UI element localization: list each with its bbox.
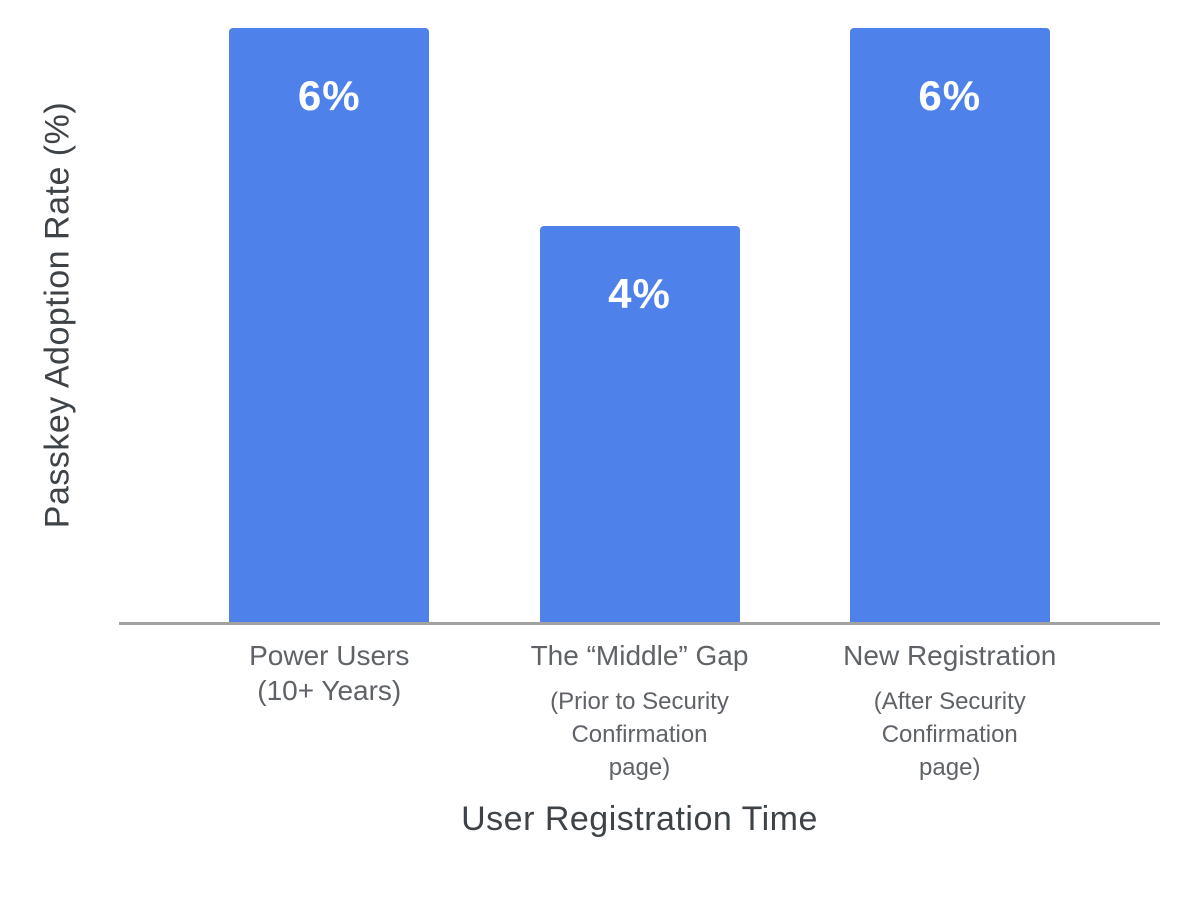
x-tick-2: New Registration (After Security Confirma… <box>843 638 1056 784</box>
x-tick-label: Power Users <box>249 640 410 671</box>
x-tick-labels: Power Users (10+ Years) The “Middle” Gap (P… <box>119 638 1160 784</box>
x-tick-label: The “Middle” Gap <box>530 640 749 671</box>
bars-container: 6% 4% 6% <box>119 0 1160 622</box>
x-tick-sublabel: (10+ Years) <box>257 675 402 706</box>
bar-value-label: 4% <box>608 270 671 317</box>
x-tick-1: The “Middle” Gap (Prior to Security Confi… <box>531 638 749 784</box>
bar-1: 4% <box>539 226 740 622</box>
bar-value-label: 6% <box>297 72 361 119</box>
bar-0: 6% <box>229 28 430 622</box>
x-axis-title: User Registration Time <box>461 800 818 838</box>
bar-value-label: 6% <box>918 72 982 119</box>
x-tick-sublabel: (After Security Confirmation page) <box>873 688 1026 781</box>
x-tick-0: Power Users (10+ Years) <box>229 638 429 708</box>
y-axis-title: Passkey Adoption Rate (%) <box>38 101 77 529</box>
x-tick-label: New Registration <box>843 640 1057 671</box>
x-tick-sublabel: (Prior to Security Confirmation page) <box>550 688 729 781</box>
bar-2: 6% <box>849 28 1050 622</box>
plot-area: 6% 4% 6% <box>119 0 1160 625</box>
